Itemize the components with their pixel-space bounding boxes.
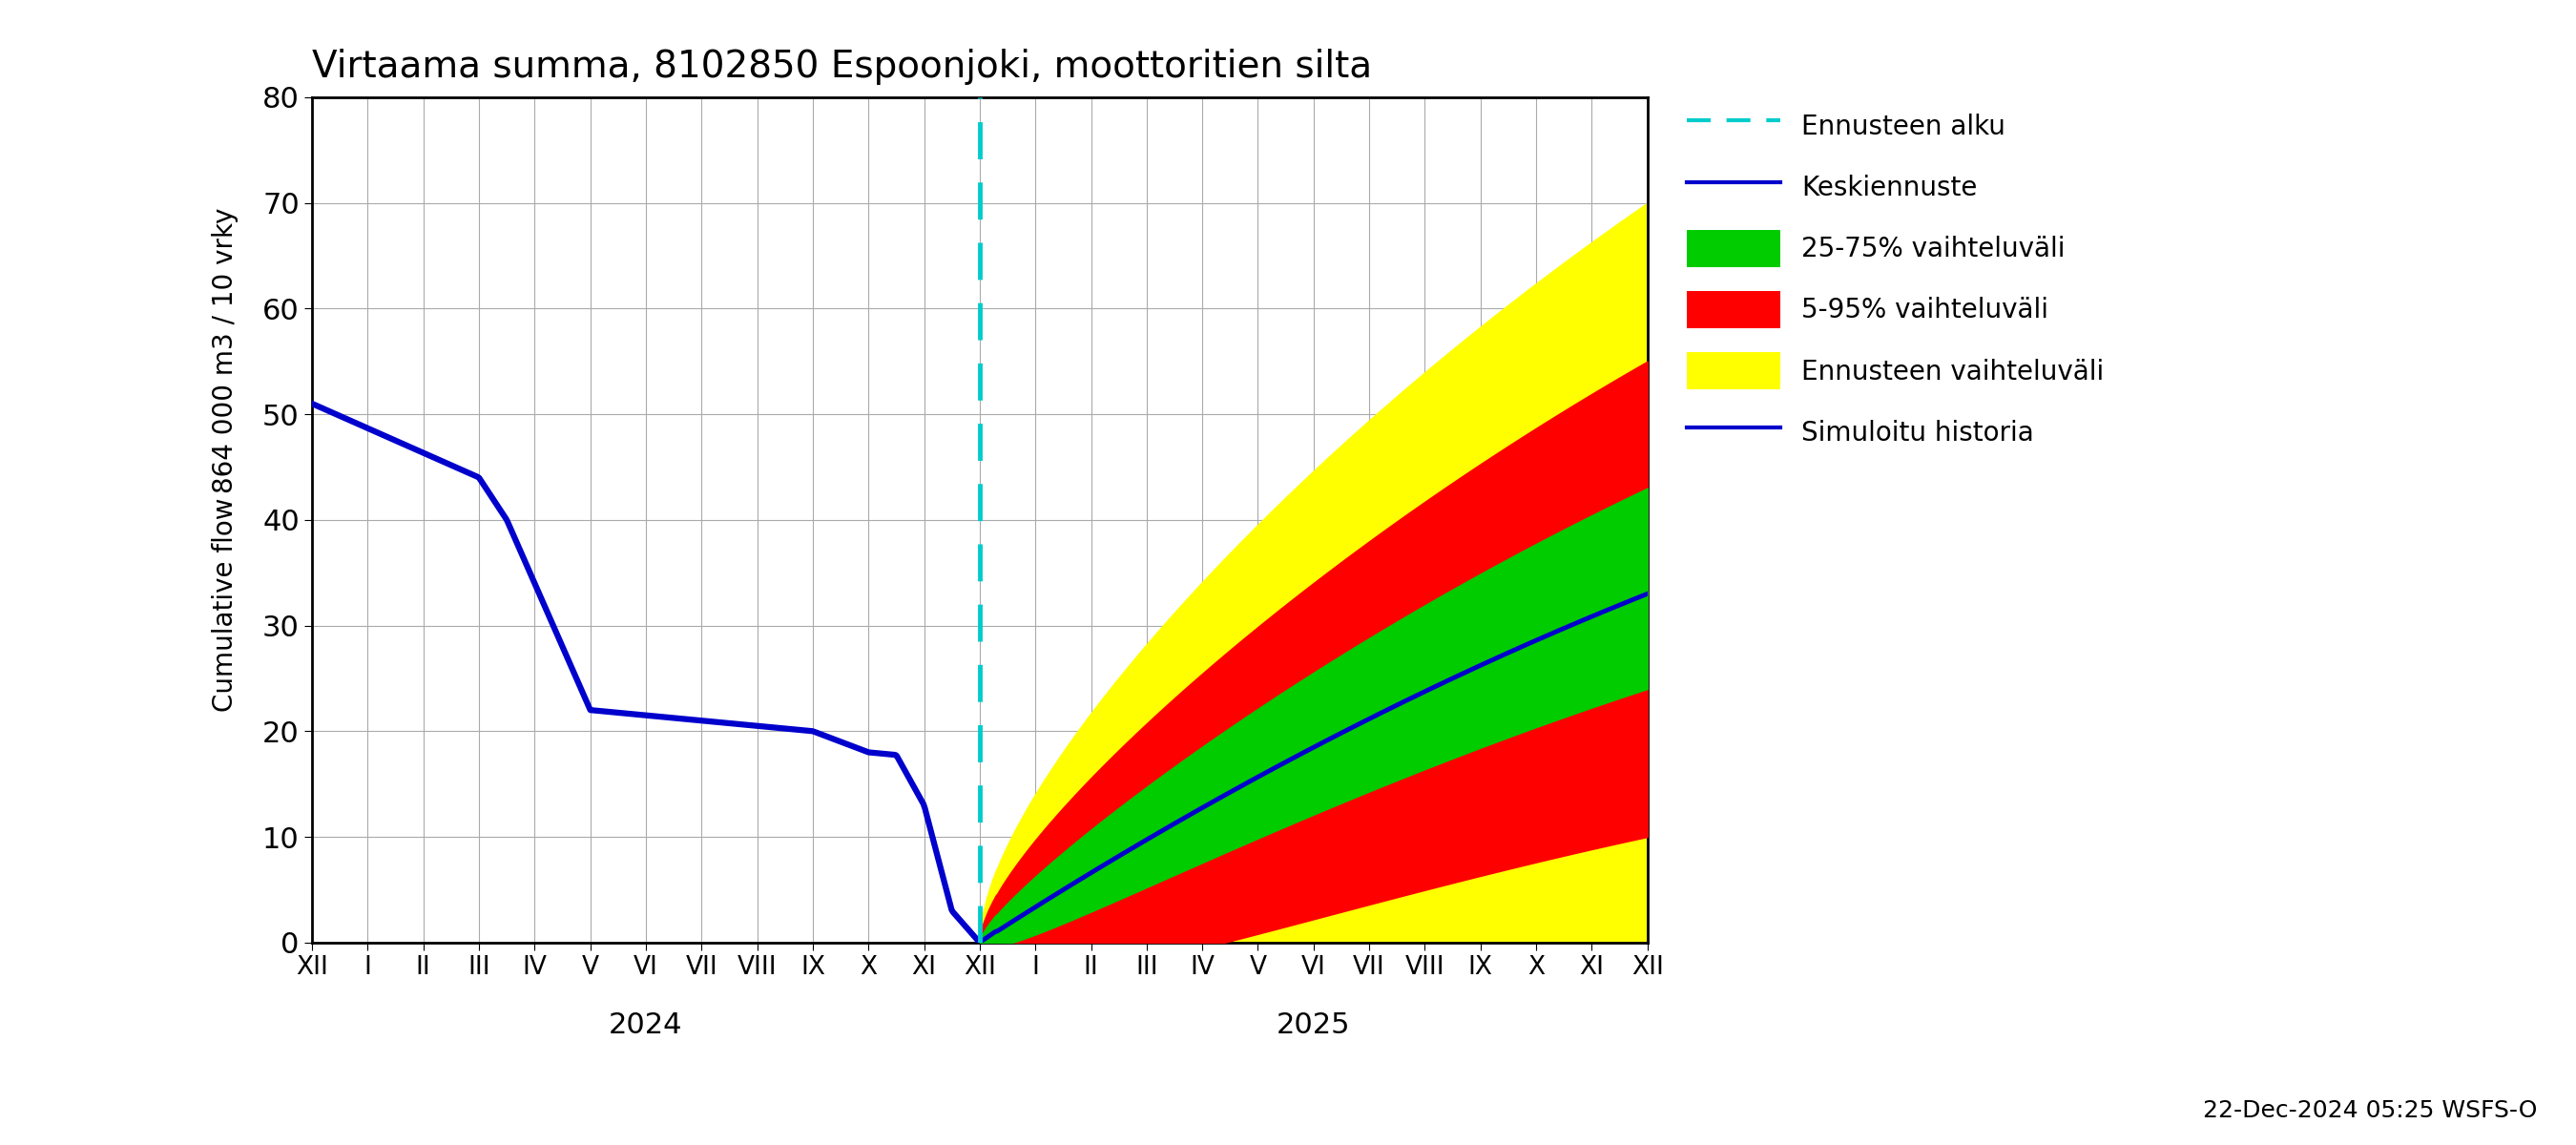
Text: Virtaama summa, 8102850 Espoonjoki, moottoritien silta: Virtaama summa, 8102850 Espoonjoki, moot…: [312, 48, 1373, 85]
Legend: Ennusteen alku, Keskiennuste, 25-75% vaihteluväli, 5-95% vaihteluväli, Ennusteen: Ennusteen alku, Keskiennuste, 25-75% vai…: [1674, 94, 2117, 465]
Text: 864 000 m3 / 10 vrky: 864 000 m3 / 10 vrky: [211, 208, 240, 493]
Text: Cumulative flow: Cumulative flow: [211, 497, 240, 711]
Text: 2025: 2025: [1278, 1011, 1350, 1040]
Text: 2024: 2024: [608, 1011, 683, 1040]
Text: 22-Dec-2024 05:25 WSFS-O: 22-Dec-2024 05:25 WSFS-O: [2202, 1099, 2537, 1122]
